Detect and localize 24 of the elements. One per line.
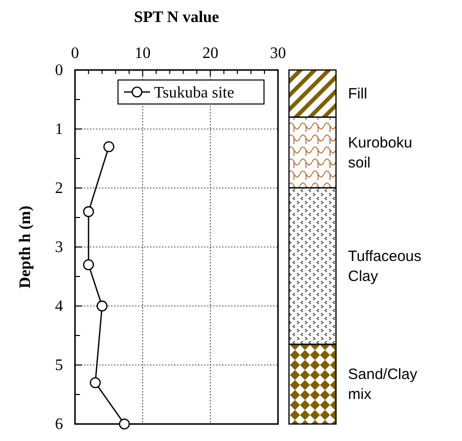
- point: [90, 377, 101, 388]
- y-tick-label: 6: [55, 416, 63, 434]
- point: [96, 300, 108, 312]
- y-axis-title: Depth h (m): [17, 206, 34, 288]
- legend-label: Tsukuba site: [154, 84, 234, 102]
- point: [103, 141, 114, 152]
- y-tick-label: 2: [55, 180, 63, 198]
- x-tick-label: 20: [202, 45, 218, 62]
- point: [118, 418, 130, 430]
- y-tick-label: 3: [55, 239, 63, 256]
- x-tick-label: 30: [270, 45, 286, 62]
- y-tick-label: 1: [55, 121, 63, 138]
- point: [83, 206, 94, 218]
- text: Tuffaceous Clay: [348, 248, 422, 286]
- y-tick-label: 4: [55, 298, 63, 316]
- text: Fill: [348, 86, 368, 103]
- point: [83, 259, 94, 270]
- y-tick-label: 5: [55, 357, 63, 374]
- x-axis-title: SPT N value: [134, 9, 220, 26]
- text: Kuroboku soil: [348, 134, 412, 172]
- text: Sand/Clay mix: [348, 366, 418, 404]
- x-tick-label: 10: [134, 45, 151, 62]
- y-tick-label: 0: [55, 62, 63, 80]
- x-tick-label: 0: [71, 45, 79, 62]
